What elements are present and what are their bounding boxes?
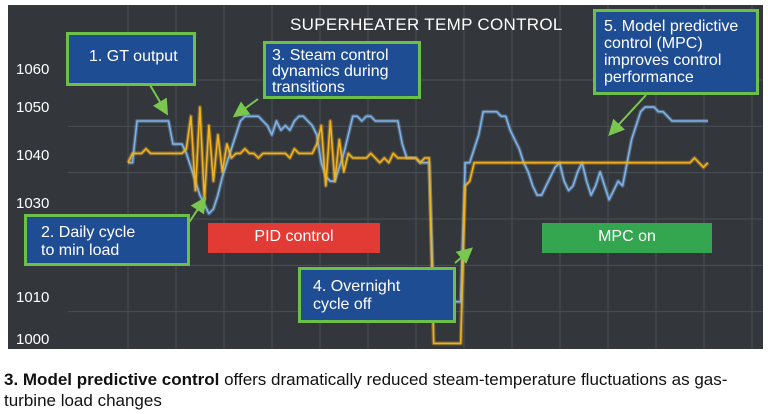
series-line-1 [127, 106, 709, 345]
y-tick-label: 1000 [16, 331, 50, 348]
pid-control-badge: PID control [208, 223, 380, 253]
callout-text: performance [604, 69, 694, 86]
callout-text: improves control [604, 52, 722, 69]
callout-pointer-arrow [608, 94, 647, 136]
y-tick-label: 1040 [16, 147, 50, 164]
callout-steam-dynamics: 3. Steam control dynamics during transit… [263, 41, 421, 99]
y-tick-label: 1050 [16, 99, 50, 116]
y-tick-label: 1060 [16, 61, 50, 78]
chart-panel: SUPERHEATER TEMP CONTROL 1060 1050 1040 … [8, 5, 763, 349]
callout-mpc: 5. Model predictive control (MPC) improv… [593, 9, 759, 95]
callout-text: 2. Daily cycle [41, 224, 136, 241]
callout-text: dynamics during [272, 63, 389, 80]
badge-label: PID control [254, 228, 334, 245]
callout-text: control (MPC) [604, 35, 703, 52]
callout-text: to min load [41, 242, 120, 259]
callout-pointer-arrow [454, 247, 474, 264]
chart-title: SUPERHEATER TEMP CONTROL [290, 15, 563, 34]
caption-bold: 3. Model predictive control [4, 370, 220, 389]
y-tick-label: 1010 [16, 289, 50, 306]
figure-caption: 3. Model predictive control offers drama… [4, 369, 764, 411]
callout-text: 1. GT output [89, 48, 178, 65]
mpc-on-badge: MPC on [542, 223, 712, 253]
callout-text: transitions [272, 79, 345, 96]
callout-gt-output: 1. GT output [66, 32, 196, 86]
badge-label: MPC on [598, 228, 656, 245]
callout-text: 5. Model predictive [604, 18, 739, 35]
y-tick-label: 1030 [16, 195, 50, 212]
callout-text: cycle off [313, 296, 372, 313]
callout-daily-cycle: 2. Daily cycle to min load [24, 214, 190, 266]
callout-pointer-arrow [149, 84, 169, 116]
caption-text: offers dramatically reduced steam-temper… [4, 370, 728, 410]
callout-overnight: 4. Overnight cycle off [298, 267, 456, 323]
callout-text: 3. Steam control [272, 47, 389, 64]
callout-text: 4. Overnight [313, 278, 401, 295]
callout-pointer-arrow [232, 98, 259, 118]
